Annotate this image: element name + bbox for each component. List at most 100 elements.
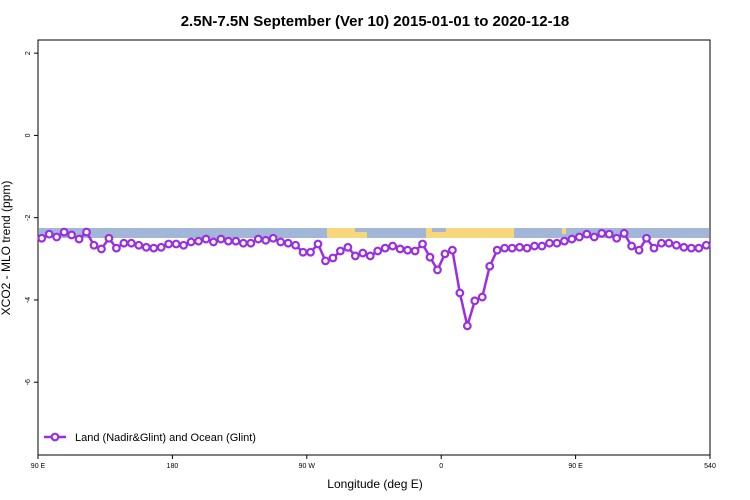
data-point	[634, 245, 644, 255]
data-point	[545, 238, 554, 248]
data-point	[619, 228, 629, 238]
data-point	[448, 245, 457, 255]
data-point	[186, 237, 196, 247]
data-point	[231, 236, 241, 246]
x-tick-label: 90 E	[568, 463, 583, 470]
x-tick-label: 90 W	[299, 463, 316, 470]
chart-title: 2.5N-7.5N September (Ver 10) 2015-01-01 …	[181, 13, 570, 30]
data-point	[104, 233, 114, 243]
data-point	[306, 247, 315, 257]
data-point	[395, 244, 405, 254]
data-point	[89, 240, 99, 250]
data-point	[321, 256, 330, 266]
data-point	[686, 243, 696, 253]
data-point	[119, 238, 129, 248]
ocean-band	[39, 228, 709, 238]
data-point	[604, 229, 614, 239]
data-point	[343, 242, 353, 252]
data-point	[597, 228, 607, 238]
y-tick-label: 0	[25, 133, 32, 137]
data-point	[350, 251, 360, 261]
data-point	[373, 246, 383, 256]
data-point	[268, 233, 278, 243]
data-point	[59, 227, 69, 237]
data-point	[433, 265, 442, 275]
data-point	[410, 246, 420, 256]
data-point	[515, 242, 524, 252]
data-point	[679, 242, 689, 252]
data-point	[164, 239, 174, 249]
data-point	[209, 237, 218, 247]
data-point	[67, 230, 76, 240]
data-point	[111, 243, 121, 253]
y-tick-label: -6	[25, 379, 32, 385]
data-point	[627, 241, 636, 251]
data-point	[126, 238, 136, 248]
land-band	[355, 232, 367, 238]
data-point	[403, 245, 413, 255]
data-point	[365, 251, 375, 261]
data-point	[246, 238, 256, 248]
data-point	[141, 242, 151, 252]
data-point	[194, 236, 203, 246]
data-point	[425, 252, 435, 262]
data-point	[657, 238, 666, 248]
y-tick-label: 2	[25, 51, 32, 55]
data-point	[97, 244, 106, 254]
data-point	[380, 243, 390, 253]
data-point	[223, 236, 233, 246]
data-point	[276, 237, 286, 247]
x-tick-label: 180	[167, 463, 179, 470]
x-tick-label: 0	[439, 463, 443, 470]
data-point	[582, 229, 592, 239]
data-point	[313, 239, 323, 249]
data-point	[574, 232, 584, 242]
data-point	[238, 238, 248, 248]
data-point	[156, 242, 166, 252]
data-point	[44, 229, 54, 239]
data-point	[261, 235, 271, 245]
ocean-band	[432, 228, 446, 232]
data-point	[462, 321, 472, 331]
data-point	[552, 238, 562, 248]
data-point	[507, 243, 517, 253]
data-point	[530, 241, 539, 251]
data-point	[589, 232, 599, 242]
data-point	[291, 240, 301, 250]
land-band	[327, 228, 355, 238]
data-point	[492, 245, 502, 255]
data-point	[612, 233, 622, 243]
data-point	[201, 234, 211, 244]
data-point	[253, 234, 263, 244]
data-point	[74, 234, 84, 244]
data-point	[336, 246, 345, 256]
data-point	[440, 249, 450, 259]
y-tick-label: -4	[25, 297, 32, 303]
data-point	[455, 288, 465, 298]
data-point	[500, 243, 510, 253]
data-point	[694, 243, 704, 253]
data-point	[418, 239, 427, 249]
x-tick-label: 540	[704, 463, 716, 470]
land-band	[426, 228, 514, 238]
data-point	[672, 240, 681, 250]
data-point	[179, 240, 189, 250]
data-point	[149, 243, 159, 253]
data-point	[171, 239, 181, 249]
data-point	[701, 240, 711, 250]
data-point	[216, 234, 226, 244]
data-point	[470, 296, 480, 306]
data-point	[642, 233, 651, 243]
data-point	[328, 253, 338, 263]
legend-label: Land (Nadir&Glint) and Ocean (Glint)	[75, 432, 256, 444]
data-point	[358, 248, 368, 258]
data-point	[664, 238, 674, 248]
data-point	[82, 227, 91, 237]
data-point	[567, 234, 577, 244]
y-axis-label: XCO2 - MLO trend (ppm)	[0, 181, 13, 316]
data-point	[522, 243, 532, 253]
y-tick-label: -2	[25, 214, 32, 220]
data-point	[560, 236, 569, 246]
x-tick-label: 90 E	[31, 463, 46, 470]
land-ocean-band	[39, 228, 709, 238]
